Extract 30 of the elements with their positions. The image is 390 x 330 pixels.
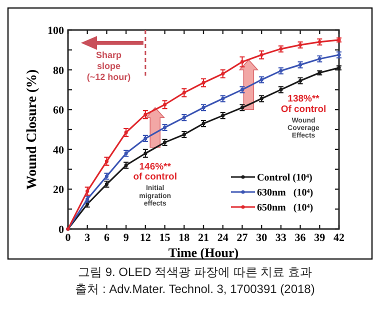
x-tick-label: 9 [123, 232, 130, 244]
y-tick-label: 20 [53, 184, 64, 196]
annotation: 138%** Of control [280, 94, 326, 115]
x-tick-label: 21 [198, 232, 209, 244]
y-tick-label: 100 [48, 25, 64, 37]
annotation: 146%** of control [133, 161, 178, 183]
legend-label: Control (10⁴) [257, 172, 312, 184]
legend-label: 650nm (10⁴) [257, 202, 314, 214]
x-tick-label: 18 [178, 232, 190, 244]
x-tick-label: 24 [217, 232, 229, 244]
y-tick-label: 40 [53, 144, 64, 156]
y-tick-label: 0 [58, 224, 64, 236]
x-tick-label: 6 [104, 232, 110, 244]
x-axis-title: Time (Hour) [168, 245, 239, 260]
x-tick-label: 33 [275, 232, 287, 244]
x-tick-label: 27 [236, 232, 248, 244]
ref-line-label: Sharp slope (~12 hour) [86, 50, 131, 82]
x-tick-label: 39 [314, 232, 326, 244]
x-tick-label: 30 [256, 232, 268, 244]
y-tick-label: 60 [53, 104, 64, 117]
x-tick-label: 12 [140, 232, 152, 244]
y-tick-label: 80 [53, 64, 64, 77]
x-tick-label: 3 [84, 232, 91, 244]
text: 그림 9. OLED 적색광 파장에 따른 치료 효과 [78, 265, 312, 279]
source-note: 출처 : Adv.Mater. Technol. 3, 1700391 (2018) [75, 282, 315, 296]
y-axis-title: Wound Closure (%) [25, 69, 40, 190]
x-tick-label: 15 [159, 232, 171, 244]
x-tick-label: 36 [294, 232, 306, 244]
x-tick-label: 42 [334, 232, 345, 244]
legend-label: 630nm (10⁴) [257, 188, 314, 198]
